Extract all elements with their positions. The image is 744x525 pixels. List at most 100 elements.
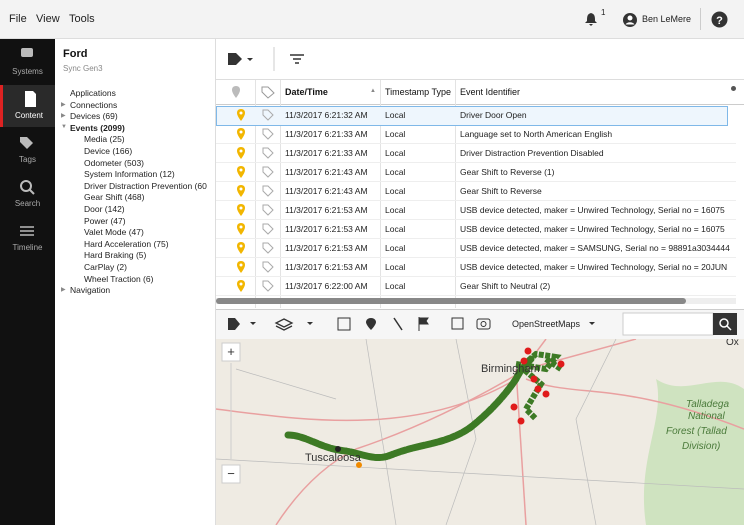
tag — [260, 84, 276, 100]
pin — [228, 84, 244, 100]
tag — [261, 108, 275, 122]
column-header[interactable]: Timestamp Type — [385, 87, 451, 97]
export-icon[interactable] — [452, 318, 463, 329]
nav-item[interactable]: Systems — [0, 41, 55, 83]
dropdown-arrow[interactable] — [307, 322, 313, 325]
icon — [17, 221, 37, 241]
nav-icon — [20, 89, 40, 109]
tag — [261, 203, 275, 217]
column-header[interactable]: Event Identifier — [460, 87, 520, 97]
table-cell: 11/3/2017 6:21:53 AM — [285, 243, 377, 253]
nav-item[interactable]: Tags — [0, 129, 55, 171]
tree-item[interactable]: Power (47) — [84, 216, 214, 226]
table-cell: Local — [385, 281, 452, 291]
tag — [261, 260, 275, 274]
tree-toggle[interactable]: ▶ — [61, 112, 66, 119]
toolbar-icons — [216, 39, 744, 79]
tree-item[interactable]: Navigation — [70, 285, 110, 295]
tree-item[interactable]: Driver Distraction Prevention (60 — [84, 181, 214, 191]
table-cell: Local — [385, 205, 452, 215]
tag-icon[interactable] — [261, 279, 275, 298]
tree-item[interactable]: Media (25) — [84, 134, 214, 144]
zoom-extent[interactable] — [338, 318, 350, 330]
column-header[interactable]: Date/Time — [285, 87, 328, 97]
tree-item[interactable]: Device (166) — [84, 146, 214, 156]
tree-item[interactable]: Wheel Traction (6) — [84, 274, 214, 284]
layers-icon[interactable] — [276, 319, 292, 330]
tree-item[interactable]: Odometer (503) — [84, 158, 214, 168]
nav-item[interactable]: Timeline — [0, 217, 55, 259]
tag-icon[interactable] — [228, 318, 240, 330]
nav-item[interactable]: Content — [0, 85, 55, 127]
map-label: Tuscaloosa — [305, 452, 362, 464]
nav-label: Search — [0, 199, 55, 208]
map-label: Ox — [726, 339, 739, 348]
toolbar — [216, 39, 744, 80]
pin-icon[interactable] — [366, 318, 376, 330]
table-cell: 11/3/2017 6:21:32 AM — [285, 110, 377, 120]
tree-toggle[interactable]: ▶ — [61, 286, 66, 293]
scrollbar-thumb[interactable] — [216, 298, 686, 304]
dropdown-arrow[interactable] — [589, 322, 595, 325]
tree-item[interactable]: Applications — [70, 88, 116, 98]
table-cell: USB device detected, maker = Unwired Tec… — [460, 205, 737, 215]
column-menu[interactable] — [731, 86, 736, 91]
nav-icon — [17, 177, 37, 197]
tag — [261, 184, 275, 198]
header-tag — [260, 84, 276, 105]
user-avatar[interactable] — [622, 12, 638, 33]
pin — [234, 260, 248, 275]
map-label: Forest (Tallad — [666, 426, 727, 437]
table-cell: Local — [385, 129, 452, 139]
camera-icon[interactable] — [477, 319, 490, 329]
header-pin — [228, 84, 255, 104]
pin-icon — [234, 279, 248, 299]
tree-toggle[interactable]: ▼ — [61, 124, 67, 130]
map-layer-select[interactable]: OpenStreetMaps — [512, 319, 580, 329]
table-cell: 11/3/2017 6:22:00 AM — [285, 281, 377, 291]
avatar — [622, 12, 638, 28]
tree-item[interactable]: Hard Braking (5) — [84, 250, 214, 260]
tree-item[interactable]: Gear Shift (468) — [84, 192, 214, 202]
dropdown-arrow[interactable] — [247, 58, 253, 61]
search-input[interactable] — [623, 313, 713, 335]
table-cell: 11/3/2017 6:21:33 AM — [285, 129, 377, 139]
help-button[interactable]: ? — [711, 11, 728, 33]
hide-pins[interactable] — [394, 318, 402, 330]
menu-item[interactable]: File — [9, 13, 27, 25]
menu-item[interactable]: View — [36, 13, 60, 25]
table-cell: Local — [385, 148, 452, 158]
search-button[interactable] — [713, 313, 737, 335]
tree-item[interactable]: CarPlay (2) — [84, 262, 214, 272]
table-cell: USB device detected, maker = Unwired Tec… — [460, 224, 737, 234]
table-cell: Gear Shift to Reverse — [460, 186, 737, 196]
tree-item[interactable]: Door (142) — [84, 204, 214, 214]
svg-text:+: + — [227, 344, 235, 359]
user-name[interactable]: Ben LeMere — [642, 14, 691, 24]
nav-item[interactable]: Search — [0, 173, 55, 215]
tree-item[interactable]: Devices (69) — [70, 111, 118, 121]
scrollbar-track — [216, 298, 736, 304]
tag-icon[interactable] — [228, 53, 242, 65]
tree-item[interactable]: Hard Acceleration (75) — [84, 239, 214, 249]
help-icon: ? — [711, 11, 728, 28]
table-cell: 11/3/2017 6:21:53 AM — [285, 205, 377, 215]
table-cell: USB device detected, maker = Unwired Tec… — [460, 262, 737, 272]
tree-toggle[interactable]: ▶ — [61, 101, 66, 108]
tag — [261, 222, 275, 236]
tag — [261, 279, 275, 293]
tree-item[interactable]: Events (2099) — [70, 123, 125, 133]
tree-item[interactable]: System Information (12) — [84, 169, 214, 179]
tree-panel: FordSync Gen3Applications▶Connections▶De… — [55, 39, 216, 525]
menu-item[interactable]: Tools — [69, 13, 95, 25]
flag-icon[interactable] — [419, 317, 428, 331]
notification-icon[interactable] — [583, 11, 599, 32]
tree-item[interactable]: Valet Mode (47) — [84, 227, 214, 237]
sort-indicator: ▲ — [370, 88, 376, 94]
tree-item[interactable]: Connections — [70, 100, 117, 110]
dropdown-arrow[interactable] — [250, 322, 256, 325]
notification-count: 1 — [601, 8, 605, 17]
map-tool-icons — [216, 310, 744, 339]
filter-icon[interactable] — [290, 55, 304, 63]
